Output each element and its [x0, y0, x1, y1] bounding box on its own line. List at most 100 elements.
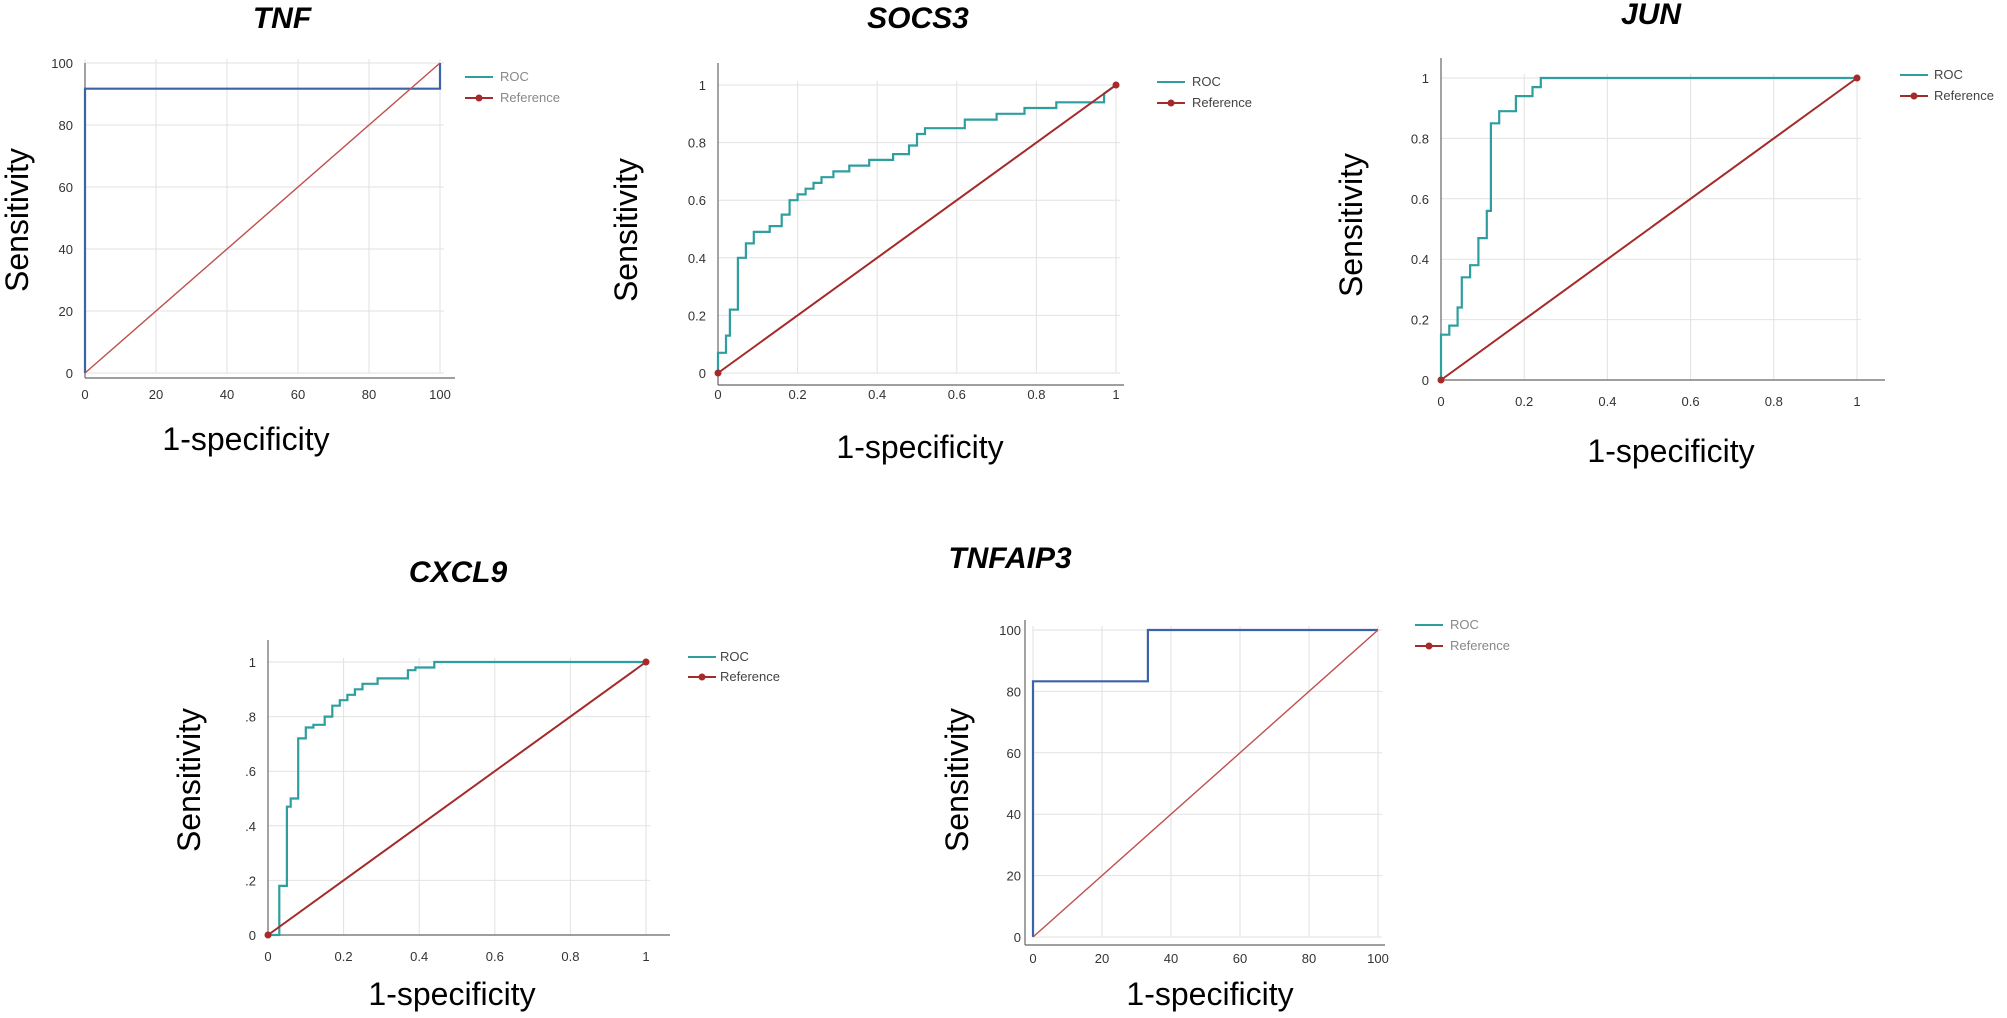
y-axis-title: Sensitivity: [608, 158, 644, 302]
x-tick-label: 20: [1095, 951, 1109, 966]
x-tick-label: 0: [714, 387, 721, 402]
x-axis-title: 1-specificity: [162, 421, 329, 457]
x-tick-label: 1: [1853, 394, 1860, 409]
y-tick-label: .4: [245, 819, 256, 834]
y-axis-title: Sensitivity: [1333, 153, 1369, 297]
series-group: [264, 658, 650, 939]
reference-start-marker: [264, 931, 272, 939]
legend-reference-label: Reference: [1934, 88, 1994, 103]
x-tick-label: 1: [642, 949, 649, 964]
x-tick-label: 0: [1437, 394, 1444, 409]
y-ticks: 0 0.2 0.4 0.6 0.8 1: [1411, 71, 1429, 388]
x-tick-label: 0.8: [1027, 387, 1045, 402]
x-ticks: 0 20 40 60 80 100: [81, 387, 450, 402]
legend-reference-label: Reference: [1192, 95, 1252, 110]
x-tick-label: 60: [291, 387, 305, 402]
roc-curve: [1439, 76, 1857, 380]
y-tick-label: 0: [1014, 930, 1021, 945]
y-tick-label: 80: [59, 118, 73, 133]
x-ticks: 0 0.2 0.4 0.6 0.8 1: [264, 949, 649, 964]
x-tick-label: 80: [362, 387, 376, 402]
legend: ROC Reference: [1415, 617, 1510, 653]
y-tick-label: 0: [699, 366, 706, 381]
x-tick-label: 0.2: [789, 387, 807, 402]
roc-curve: [268, 660, 646, 937]
legend-reference-label: Reference: [720, 669, 780, 684]
chart-title: TNFAIP3: [948, 542, 1072, 575]
y-tick-label: 0.8: [688, 136, 706, 151]
panel-tnfaip3: TNFAIP3 0 20 40 60 80 100 0 20 40 60 80 100 Sensit…: [939, 542, 1510, 1012]
y-tick-label: 1: [1422, 71, 1429, 86]
y-tick-label: 0.2: [688, 308, 706, 323]
x-tick-label: 0.8: [561, 949, 579, 964]
legend-reference-label: Reference: [1450, 638, 1510, 653]
legend-reference-marker: [475, 94, 483, 102]
y-tick-label: 20: [59, 304, 73, 319]
y-axis-title: Sensitivity: [939, 708, 975, 852]
y-tick-label: .2: [245, 873, 256, 888]
y-tick-label: 0.8: [1411, 131, 1429, 146]
y-tick-label: .8: [245, 710, 256, 725]
series-group: [714, 81, 1120, 377]
roc-curve: [716, 84, 1117, 373]
y-tick-label: 0: [1422, 373, 1429, 388]
legend: ROC Reference: [1900, 67, 1994, 103]
x-tick-label: 0.6: [948, 387, 966, 402]
y-tick-label: 40: [1007, 807, 1021, 822]
legend-roc-label: ROC: [720, 649, 749, 664]
legend-roc-label: ROC: [500, 69, 529, 84]
chart-title: SOCS3: [867, 2, 969, 35]
chart-title: JUN: [1621, 0, 1682, 31]
y-tick-label: 0: [249, 928, 256, 943]
y-tick-label: 60: [59, 180, 73, 195]
series-group: [1437, 74, 1861, 384]
y-tick-label: 0.6: [1411, 192, 1429, 207]
reference-line: [1440, 77, 1858, 381]
x-ticks: 0 0.2 0.4 0.6 0.8 1: [714, 387, 1119, 402]
y-ticks: 0 0.2 0.4 0.6 0.8 1: [688, 78, 706, 381]
y-ticks: 0 20 40 60 80 100: [999, 623, 1021, 945]
legend-reference-marker: [1910, 92, 1918, 100]
x-tick-label: 0.6: [1682, 394, 1700, 409]
y-ticks: 0 .2 .4 .6 .8 1: [245, 655, 256, 943]
x-tick-label: 0.4: [1598, 394, 1616, 409]
roc-curve: [83, 63, 442, 373]
x-tick-label: 0.2: [335, 949, 353, 964]
reference-end-marker: [1112, 81, 1120, 89]
legend: ROC Reference: [465, 69, 560, 105]
y-tick-label: 0.6: [688, 193, 706, 208]
reference-end-marker: [1853, 74, 1861, 82]
x-tick-label: 0: [81, 387, 88, 402]
reference-line: [84, 62, 441, 374]
x-axis-title: 1-specificity: [368, 976, 535, 1012]
x-tick-label: 40: [1164, 951, 1178, 966]
y-tick-label: .6: [245, 764, 256, 779]
series-group: [83, 62, 442, 374]
x-tick-label: 80: [1302, 951, 1316, 966]
reference-line: [1032, 629, 1379, 938]
legend-reference-marker: [1167, 99, 1175, 107]
y-tick-label: 100: [51, 56, 73, 71]
roc-curve: [1031, 628, 1378, 937]
y-tick-label: 0.4: [688, 251, 706, 266]
grid: [84, 59, 444, 374]
y-tick-label: 80: [1007, 684, 1021, 699]
x-tick-label: 0: [1029, 951, 1036, 966]
panel-tnf: TNF 0 20 40 60 80 100 0 20 40 60 80 100 Sensitivit…: [0, 2, 560, 457]
x-tick-label: 0.8: [1765, 394, 1783, 409]
x-tick-label: 0.4: [868, 387, 886, 402]
y-tick-label: 0: [66, 366, 73, 381]
legend-roc-label: ROC: [1934, 67, 1963, 82]
x-tick-label: 60: [1233, 951, 1247, 966]
y-tick-label: 0.2: [1411, 313, 1429, 328]
panel-cxcl9: CXCL9 0.2.4.6.81 0 0.2 0.4 0.6 0.8 1 Sensitiv…: [171, 556, 780, 1012]
chart-title: CXCL9: [409, 556, 508, 589]
y-tick-label: 60: [1007, 746, 1021, 761]
legend-roc-label: ROC: [1450, 617, 1479, 632]
x-tick-label: 100: [1367, 951, 1389, 966]
y-tick-label: 1: [699, 78, 706, 93]
x-axis-title: 1-specificity: [836, 429, 1003, 465]
reference-end-marker: [642, 658, 650, 666]
reference-line: [267, 661, 647, 936]
grid: [1032, 626, 1382, 938]
